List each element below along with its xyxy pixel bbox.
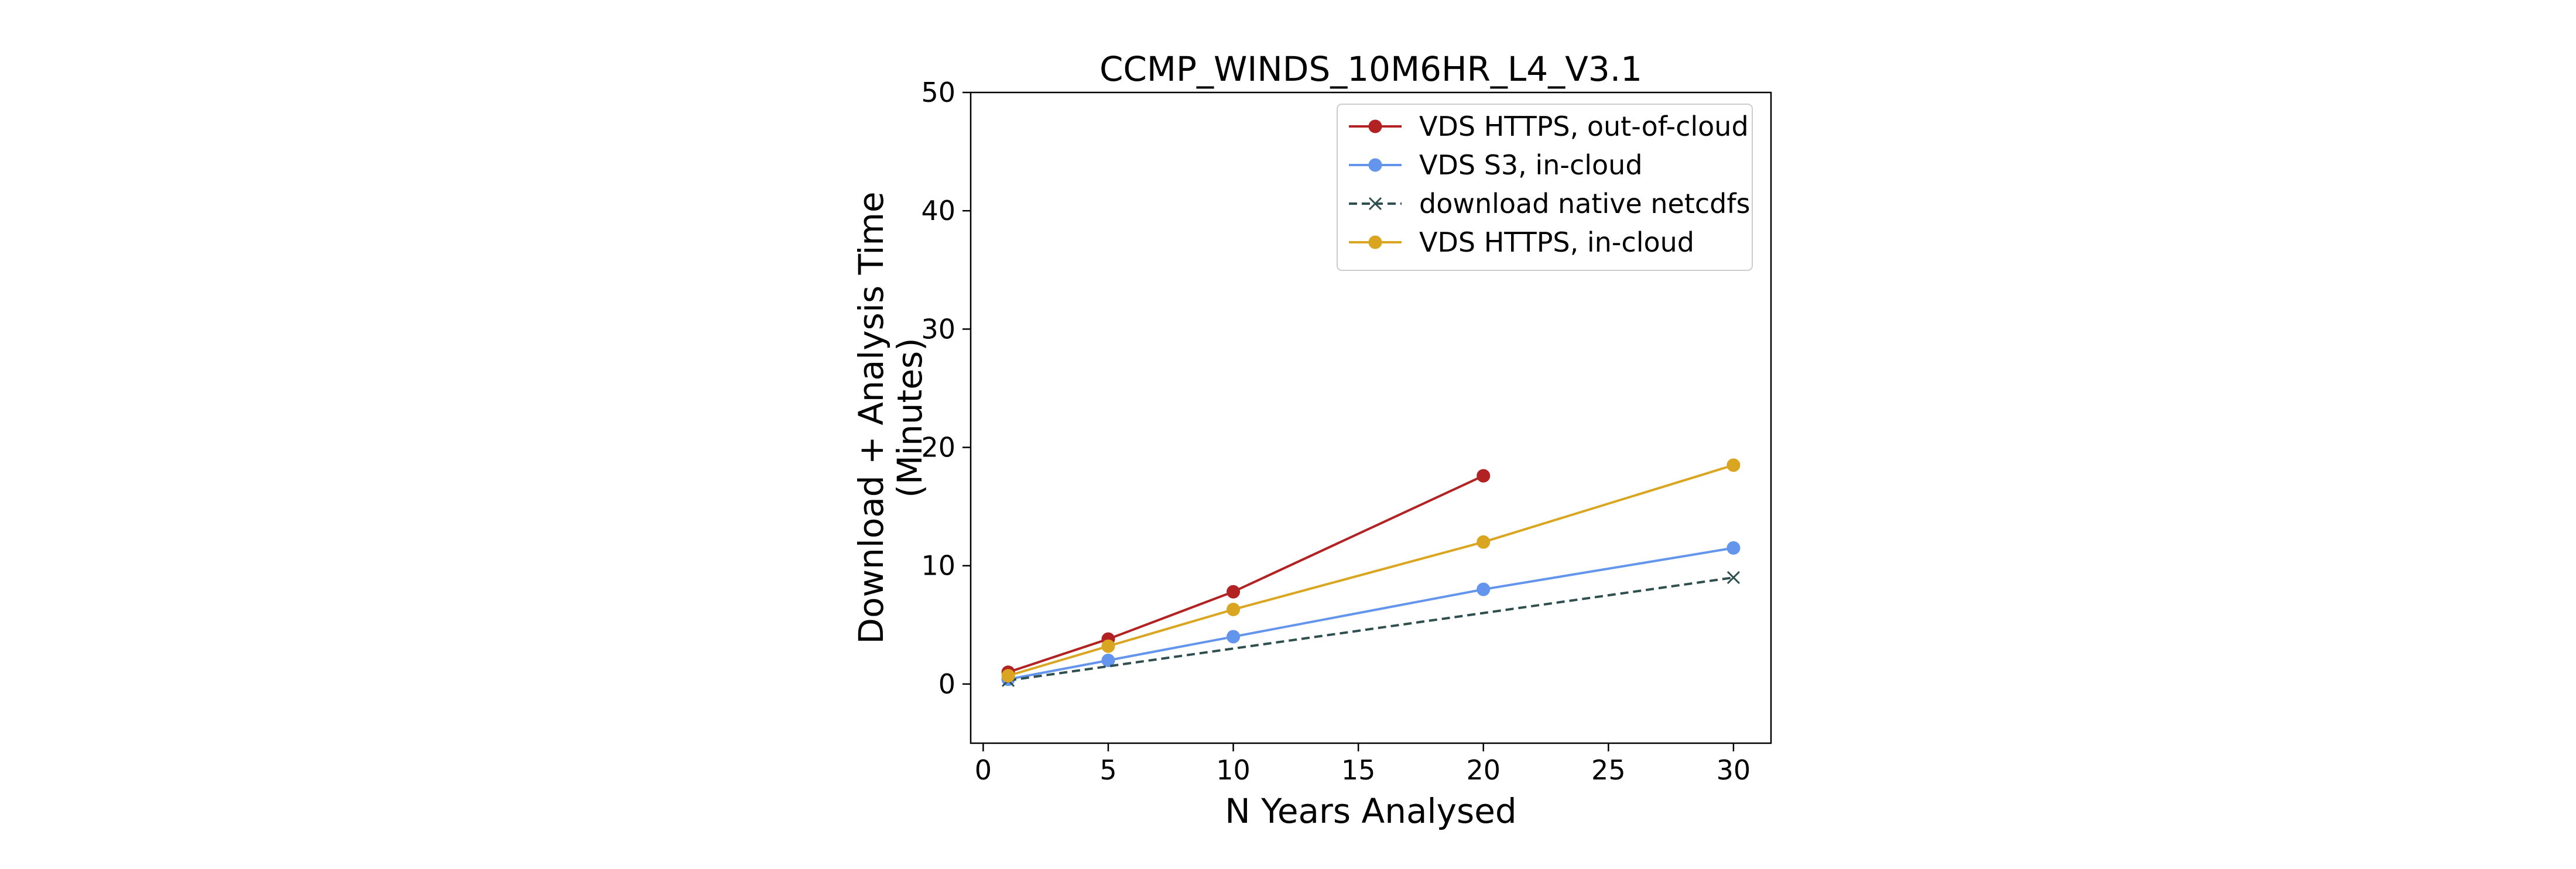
series-line [1008, 576, 1734, 682]
x-tick-label: 5 [1099, 754, 1116, 786]
y-axis-label-line: (Minutes) [890, 338, 930, 498]
data-point [1227, 585, 1241, 599]
y-tick-label: 40 [921, 195, 955, 226]
y-axis-label-line: Download + Analysis Time [851, 191, 891, 644]
data-point [1101, 639, 1115, 653]
data-point-stroke [1368, 197, 1382, 211]
data-point [1227, 603, 1241, 617]
data-point [1477, 469, 1491, 483]
legend-item: download native netcdfs [1349, 188, 1751, 219]
legend-item: VDS HTTPS, out-of-cloud [1349, 111, 1749, 142]
y-tick-label: 50 [921, 77, 955, 108]
y-tick-label: 30 [921, 313, 955, 345]
series-line [1008, 547, 1734, 681]
data-point [1227, 630, 1241, 644]
data-point [1727, 458, 1741, 472]
legend-label: VDS HTTPS, in-cloud [1419, 226, 1694, 258]
y-tick-label: 20 [921, 432, 955, 463]
data-point [1727, 571, 1740, 585]
data-point [1101, 653, 1115, 667]
legend-label: VDS HTTPS, out-of-cloud [1419, 111, 1749, 142]
data-point [1368, 197, 1382, 211]
data-point [1001, 669, 1015, 683]
series-line [1008, 475, 1484, 674]
legend-label: VDS S3, in-cloud [1419, 149, 1643, 181]
y-axis-label: Download + Analysis Time(Minutes) [851, 191, 930, 644]
data-point [1727, 541, 1741, 555]
x-axis-label: N Years Analysed [1225, 791, 1516, 831]
legend-frame [1337, 104, 1753, 271]
x-tick-label: 30 [1717, 754, 1751, 786]
x-tick-label: 0 [975, 754, 992, 786]
y-tick-label: 0 [938, 668, 955, 700]
legend: VDS HTTPS, out-of-cloud VDS S3, in-cloud d… [1337, 104, 1753, 271]
legend-label: download native netcdfs [1419, 188, 1751, 219]
x-tick-label: 10 [1216, 754, 1251, 786]
data-point [1368, 158, 1382, 172]
series-2 [1002, 571, 1740, 687]
x-tick-label: 25 [1591, 754, 1626, 786]
data-point [1477, 582, 1491, 596]
data-point-stroke [1727, 571, 1740, 585]
plot-frame [970, 91, 1772, 744]
data-point [1368, 119, 1382, 133]
legend-item: VDS S3, in-cloud [1349, 149, 1643, 181]
x-tick-label: 20 [1466, 754, 1501, 786]
axes-layer: 0 5 10 15 20 25 30 0 10 20 30 40 50 CCMP_WINDS_10M6HR… [851, 49, 1772, 831]
series-3 [1001, 458, 1741, 683]
x-tick-label: 15 [1341, 754, 1376, 786]
chart-title: CCMP_WINDS_10M6HR_L4_V3.1 [1099, 49, 1642, 89]
series-1 [1001, 541, 1741, 686]
data-point [1477, 535, 1491, 549]
data-point [1368, 235, 1382, 249]
y-tick-label: 10 [921, 550, 955, 582]
series-line [1008, 463, 1734, 677]
plot-layer [1001, 458, 1741, 687]
legend-item: VDS HTTPS, in-cloud [1349, 226, 1694, 258]
